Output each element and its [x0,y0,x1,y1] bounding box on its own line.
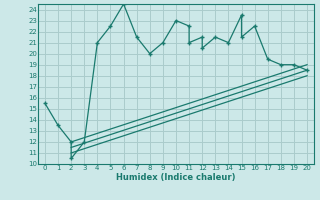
X-axis label: Humidex (Indice chaleur): Humidex (Indice chaleur) [116,173,236,182]
